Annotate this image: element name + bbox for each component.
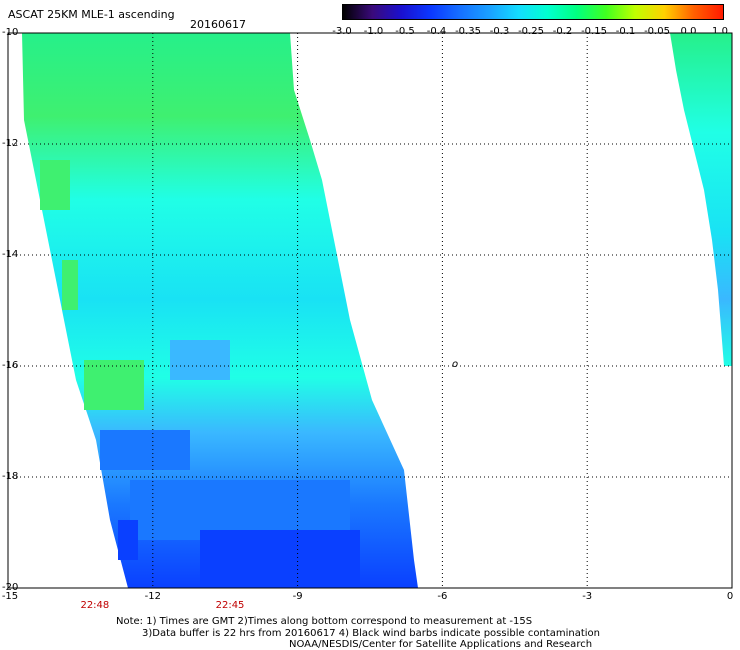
swath-patch: [100, 430, 190, 470]
plot-frame: [7, 32, 733, 589]
swath-right: [670, 33, 732, 366]
lon-label: -12: [144, 591, 161, 602]
lon-label: -9: [292, 591, 303, 602]
colorbar-label: -1.0: [363, 26, 384, 37]
note-line-2: 3)Data buffer is 22 hrs from 20160617 4)…: [142, 628, 600, 639]
note-line-1: Note: 1) Times are GMT 2)Times along bot…: [116, 616, 533, 627]
lat-label: -18: [2, 471, 19, 482]
colorbar-label: 1.0: [712, 26, 728, 37]
colorbar-label: -0.4: [426, 26, 447, 37]
swath-patch: [40, 160, 70, 210]
time-label: 22:48: [80, 600, 110, 611]
swath-patch: [62, 260, 78, 310]
lat-label: -10: [2, 27, 19, 38]
colorbar-label: -0.15: [581, 26, 607, 37]
colorbar-labels: -3.0 -1.0 -0.5 -0.4 -0.35 -0.3 -0.25 -0.2 -0.15-…: [0, 26, 740, 40]
lon-label: -3: [582, 591, 593, 602]
colorbar: [342, 4, 724, 20]
lon-label: -6: [437, 591, 448, 602]
lat-label: -14: [2, 249, 19, 260]
colorbar-label: -0.35: [455, 26, 481, 37]
swath-patch: [118, 520, 138, 560]
lon-label: -15: [1, 591, 19, 602]
time-label: 22:45: [215, 600, 245, 611]
colorbar-label: -0.2: [552, 26, 573, 37]
colorbar-label: -0.5: [395, 26, 415, 37]
lat-label: -12: [2, 138, 19, 149]
map-marker: o: [452, 359, 458, 370]
colorbar-label: 0.0: [680, 26, 697, 37]
colorbar-label: -0.1: [615, 26, 636, 37]
swath-layer: [22, 33, 732, 588]
note-line-3: NOAA/NESDIS/Center for Satellite Applica…: [289, 639, 593, 650]
lon-label: 0: [726, 591, 734, 602]
colorbar-label: -0.3: [489, 26, 510, 37]
map-date: 20160617: [190, 18, 246, 31]
swath-patch: [84, 360, 144, 410]
colorbar-label: -0.25: [518, 26, 544, 37]
swath-patch: [200, 530, 360, 588]
colorbar-label: -3.0: [332, 26, 352, 37]
lat-label: -20: [2, 582, 19, 593]
colorbar-label: -0.05: [644, 26, 670, 37]
map-title: ASCAT 25KM MLE-1 ascending: [8, 8, 175, 21]
lat-label: -16: [2, 360, 19, 371]
swath-patch: [170, 340, 230, 380]
